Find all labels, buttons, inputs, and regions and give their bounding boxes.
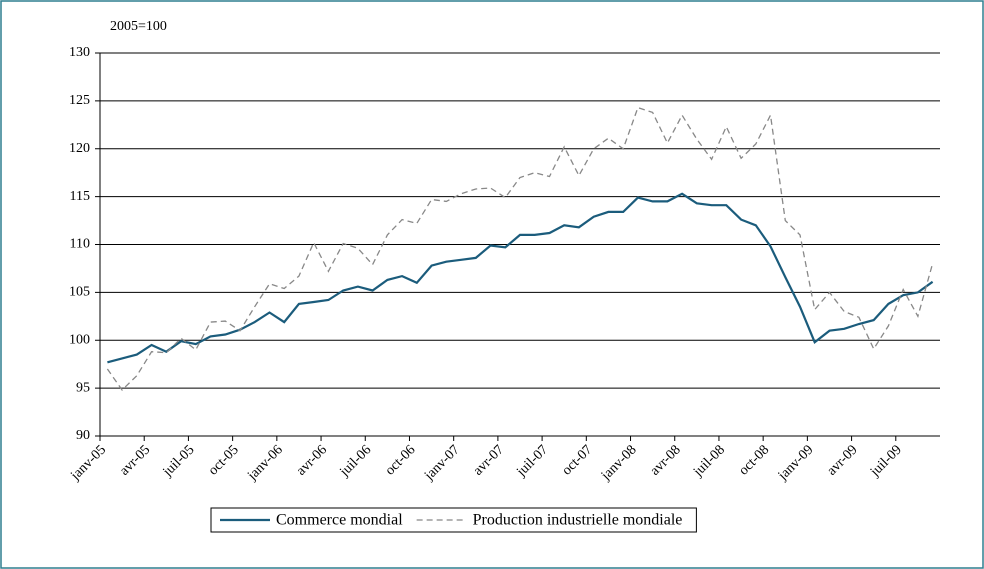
series-line	[106, 106, 934, 391]
x-tick-label: avr-09	[824, 442, 860, 478]
x-tick-label: avr-05	[117, 442, 153, 478]
y-tick-label: 90	[76, 428, 90, 443]
legend-label: Commerce mondial	[276, 512, 403, 529]
x-tick-label: janv-06	[244, 442, 286, 484]
y-tick-label: 95	[76, 380, 90, 395]
x-tick-label: juil-09	[867, 442, 905, 480]
x-tick-label: avr-07	[471, 442, 507, 478]
legend: Commerce mondial Production industrielle …	[210, 507, 697, 533]
x-tick-label: oct-07	[560, 442, 596, 478]
x-tick-label: oct-08	[736, 442, 772, 478]
y-axis-label: 2005=100	[110, 19, 167, 34]
x-tick-label: janv-09	[775, 442, 817, 484]
series-line	[107, 192, 934, 364]
x-tick-label: avr-06	[294, 442, 330, 478]
x-tick-label: janv-05	[68, 442, 110, 484]
x-tick-label: oct-06	[383, 442, 419, 478]
legend-label: Production industrielle mondiale	[473, 512, 683, 529]
y-tick-label: 100	[69, 332, 90, 347]
y-tick-label: 130	[69, 45, 90, 60]
x-tick-label: juil-07	[513, 442, 551, 480]
y-tick-label: 105	[69, 285, 90, 300]
x-tick-label: avr-08	[648, 442, 684, 478]
y-tick-label: 110	[70, 237, 90, 252]
y-tick-label: 125	[69, 93, 90, 108]
y-tick-label: 120	[69, 141, 90, 156]
legend-box	[210, 507, 697, 533]
x-tick-label: juil-06	[337, 442, 375, 480]
x-tick-label: juil-05	[160, 442, 198, 480]
x-tick-label: oct-05	[206, 442, 242, 478]
x-tick-label: juil-08	[690, 442, 728, 480]
x-tick-label: janv-08	[598, 442, 640, 484]
x-tick-label: janv-07	[421, 442, 463, 484]
y-tick-label: 115	[70, 189, 90, 204]
